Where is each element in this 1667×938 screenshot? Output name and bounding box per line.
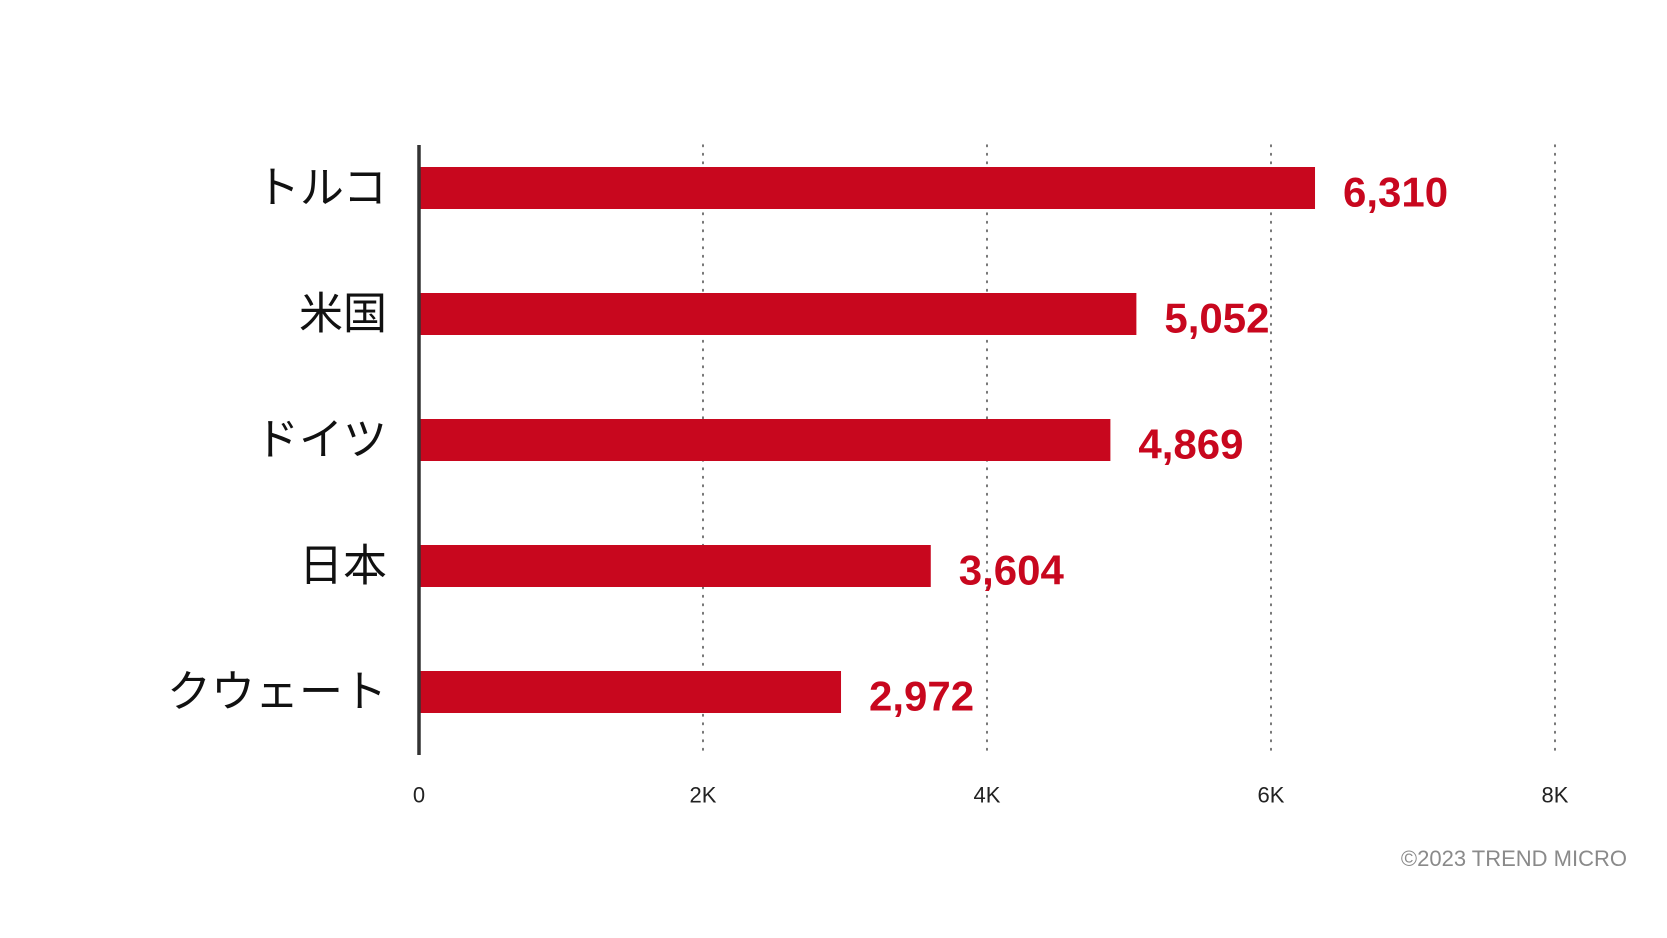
value-label: 6,310 xyxy=(1343,169,1448,216)
bar xyxy=(419,545,931,587)
category-label: クウェート xyxy=(167,667,387,718)
value-label: 2,972 xyxy=(869,673,974,720)
bar xyxy=(419,671,842,713)
bar xyxy=(419,167,1316,209)
category-label: ドイツ xyxy=(255,415,387,466)
x-tick-label: 6K xyxy=(1258,783,1285,808)
x-tick-label: 8K xyxy=(1542,783,1569,808)
bar xyxy=(419,419,1111,461)
category-label: 米国 xyxy=(299,289,387,340)
grid-lines xyxy=(702,144,1556,756)
value-label: 5,052 xyxy=(1164,295,1269,342)
x-tick-label: 0 xyxy=(413,783,425,808)
x-tick-label: 4K xyxy=(974,783,1001,808)
category-label: トルコ xyxy=(256,163,387,214)
value-labels: 6,310 5,052 4,869 3,604 2,972 xyxy=(869,169,1448,720)
x-tick-labels: 0 2K 4K 6K 8K xyxy=(413,783,1569,808)
value-label: 4,869 xyxy=(1138,421,1243,468)
value-label: 3,604 xyxy=(959,547,1065,594)
x-tick-label: 2K xyxy=(690,783,717,808)
bar xyxy=(419,293,1137,335)
category-label: 日本 xyxy=(299,541,387,592)
copyright-credit: ©2023 TREND MICRO xyxy=(1400,846,1627,871)
bars xyxy=(419,167,1316,713)
